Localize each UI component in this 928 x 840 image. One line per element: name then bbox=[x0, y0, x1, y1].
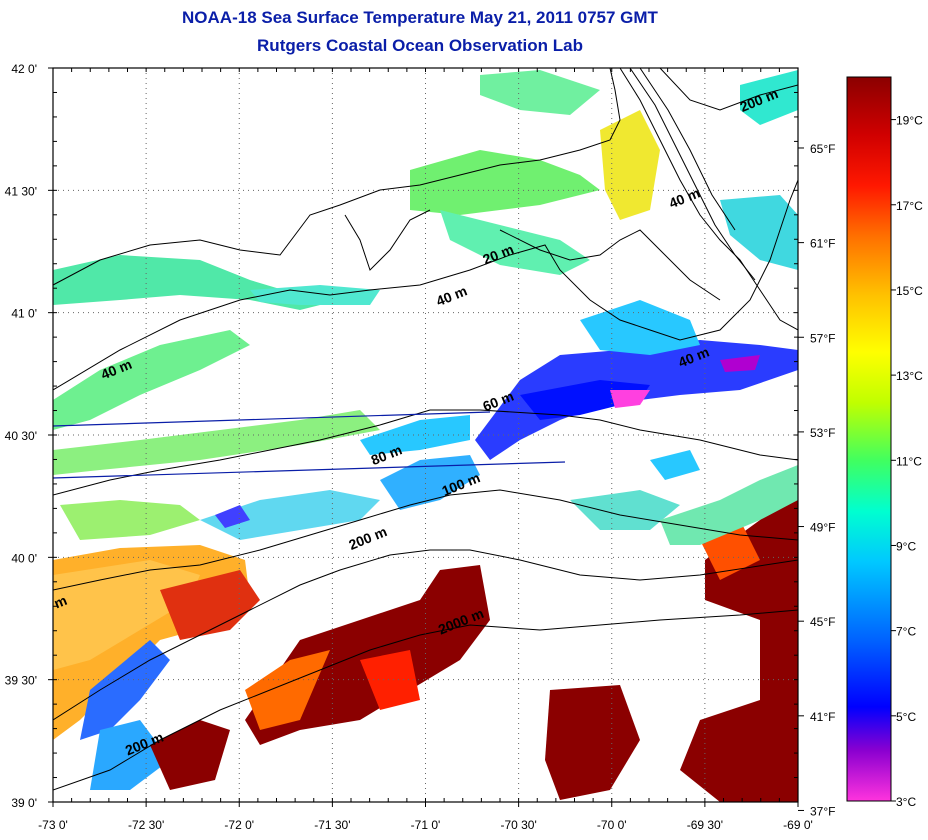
colorbar-gradient bbox=[846, 76, 892, 802]
graticule-grid bbox=[53, 68, 798, 802]
sst-data-layer bbox=[53, 70, 798, 802]
lon-tick-label: -71 0' bbox=[411, 818, 441, 832]
bathymetry-contours bbox=[53, 68, 798, 791]
colorbar-celsius-label: 19°C bbox=[896, 114, 923, 128]
lon-tick-label: -72 0' bbox=[224, 818, 254, 832]
colorbar-celsius-label: 17°C bbox=[896, 199, 923, 213]
colorbar-fahrenheit-label: 49°F bbox=[810, 521, 835, 535]
colorbar-celsius-label: 13°C bbox=[896, 369, 923, 383]
depth-label: 40 m bbox=[667, 185, 703, 212]
colorbar-celsius-label: 9°C bbox=[896, 539, 916, 553]
lon-tick-label: -70 30' bbox=[500, 818, 536, 832]
lat-tick-label: 39 30' bbox=[5, 674, 37, 688]
lat-tick-label: 41 30' bbox=[5, 184, 37, 198]
colorbar-celsius-label: 3°C bbox=[896, 795, 916, 809]
colorbar-fahrenheit-label: 61°F bbox=[810, 237, 835, 251]
colorbar-fahrenheit-label: 37°F bbox=[810, 804, 835, 818]
lat-tick-label: 42 0' bbox=[11, 62, 37, 76]
lon-tick-label: -73 0' bbox=[38, 818, 68, 832]
latitude-axis: 39 0' 39 30' 40 0' 40 30' 41 0' 41 30' 42 0' bbox=[5, 62, 798, 810]
colorbar-celsius-label: 5°C bbox=[896, 710, 916, 724]
colorbar-celsius-label: 11°C bbox=[896, 454, 922, 468]
colorbar-fahrenheit-label: 45°F bbox=[810, 615, 835, 629]
depth-label: 40 m bbox=[434, 282, 470, 309]
lon-tick-label: -69 0' bbox=[783, 818, 813, 832]
colorbar-fahrenheit-label: 53°F bbox=[810, 426, 835, 440]
map-subtitle: Rutgers Coastal Ocean Observation Lab bbox=[257, 36, 583, 55]
map-title: NOAA-18 Sea Surface Temperature May 21, … bbox=[182, 8, 658, 27]
colorbar-celsius-label: 7°C bbox=[896, 625, 916, 639]
lon-tick-label: -71 30' bbox=[314, 818, 350, 832]
colorbar-fahrenheit-labels: 65°F 61°F 57°F 53°F 49°F 45°F 41°F 37°F bbox=[798, 142, 835, 818]
colorbar-fahrenheit-label: 65°F bbox=[810, 142, 835, 156]
colorbar-fahrenheit-label: 41°F bbox=[810, 710, 835, 724]
lat-tick-label: 40 0' bbox=[11, 551, 37, 565]
lon-tick-label: -72 30' bbox=[128, 818, 164, 832]
lat-tick-label: 39 0' bbox=[11, 796, 37, 810]
lat-tick-label: 40 30' bbox=[5, 429, 37, 443]
colorbar-fahrenheit-label: 57°F bbox=[810, 331, 835, 345]
lon-tick-label: -70 0' bbox=[597, 818, 627, 832]
longitude-axis: -73 0' -72 30' -72 0' -71 30' -71 0' -70 30' -… bbox=[38, 68, 813, 832]
transect-lines bbox=[52, 411, 566, 479]
depth-label: 200 m bbox=[346, 523, 389, 553]
colorbar-celsius-label: 15°C bbox=[896, 284, 923, 298]
colorbar-celsius-labels: 19°C 17°C 15°C 13°C 11°C 9°C 7°C 5°C 3°C bbox=[891, 114, 923, 809]
lat-tick-label: 41 0' bbox=[11, 307, 37, 321]
lon-tick-label: -69 30' bbox=[687, 818, 723, 832]
